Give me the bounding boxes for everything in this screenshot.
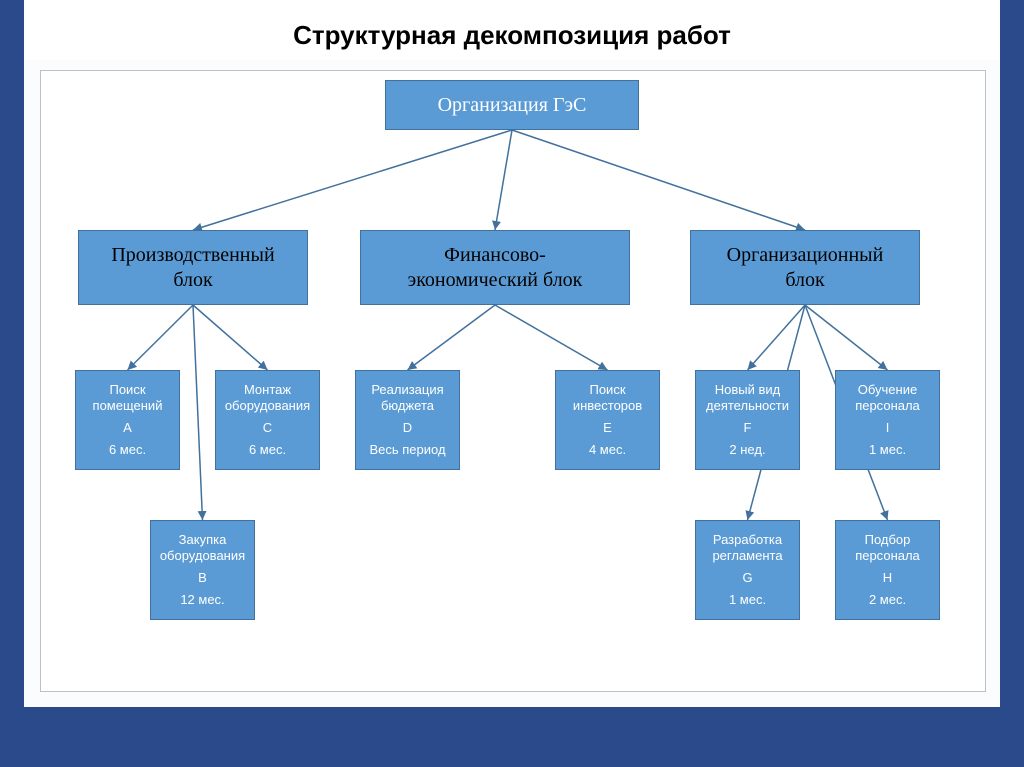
- node-code: C: [216, 420, 319, 436]
- node-root: Организация ГэС: [385, 80, 639, 130]
- node-B: Закупка оборудования B 12 мес.: [150, 520, 255, 620]
- node-duration: 1 мес.: [836, 442, 939, 458]
- node-code: G: [696, 570, 799, 586]
- node-label: Разработка регламента: [696, 532, 799, 565]
- node-label-2: блок: [79, 268, 307, 293]
- node-code: F: [696, 420, 799, 436]
- node-duration: 1 мес.: [696, 592, 799, 608]
- node-fin: Финансово-экономический блок: [360, 230, 630, 305]
- bg-right-strip: [1000, 0, 1024, 767]
- node-E: Поиск инвесторов E 4 мес.: [555, 370, 660, 470]
- node-code: E: [556, 420, 659, 436]
- node-label: Обучение персонала: [836, 382, 939, 415]
- node-duration: 2 нед.: [696, 442, 799, 458]
- node-label: Подбор персонала: [836, 532, 939, 565]
- node-duration: 6 мес.: [76, 442, 179, 458]
- node-code: I: [836, 420, 939, 436]
- bg-bottom-strip: [0, 707, 1024, 767]
- node-A: Поиск помещений A 6 мес.: [75, 370, 180, 470]
- node-label-2: блок: [691, 268, 919, 293]
- node-label: Производственный: [79, 243, 307, 268]
- node-label: Монтаж оборудования: [216, 382, 319, 415]
- node-code: A: [76, 420, 179, 436]
- page-title: Структурная декомпозиция работ: [0, 20, 1024, 51]
- node-D: Реализация бюджета D Весь период: [355, 370, 460, 470]
- node-I: Обучение персонала I 1 мес.: [835, 370, 940, 470]
- node-code: B: [151, 570, 254, 586]
- node-label-2: экономический блок: [361, 268, 629, 293]
- node-org: Организационныйблок: [690, 230, 920, 305]
- node-duration: 2 мес.: [836, 592, 939, 608]
- node-label: Реализация бюджета: [356, 382, 459, 415]
- node-F: Новый вид деятельности F 2 нед.: [695, 370, 800, 470]
- node-duration: 4 мес.: [556, 442, 659, 458]
- node-prod: Производственныйблок: [78, 230, 308, 305]
- node-label: Новый вид деятельности: [696, 382, 799, 415]
- node-label: Поиск помещений: [76, 382, 179, 415]
- node-duration: 6 мес.: [216, 442, 319, 458]
- node-duration: Весь период: [356, 442, 459, 458]
- bg-left-strip: [0, 0, 24, 767]
- node-label: Закупка оборудования: [151, 532, 254, 565]
- node-C: Монтаж оборудования C 6 мес.: [215, 370, 320, 470]
- node-label: Организация ГэС: [386, 93, 638, 118]
- node-label: Организационный: [691, 243, 919, 268]
- node-H: Подбор персонала H 2 мес.: [835, 520, 940, 620]
- node-label: Финансово-: [361, 243, 629, 268]
- node-label: Поиск инвесторов: [556, 382, 659, 415]
- node-code: H: [836, 570, 939, 586]
- node-code: D: [356, 420, 459, 436]
- node-duration: 12 мес.: [151, 592, 254, 608]
- node-G: Разработка регламента G 1 мес.: [695, 520, 800, 620]
